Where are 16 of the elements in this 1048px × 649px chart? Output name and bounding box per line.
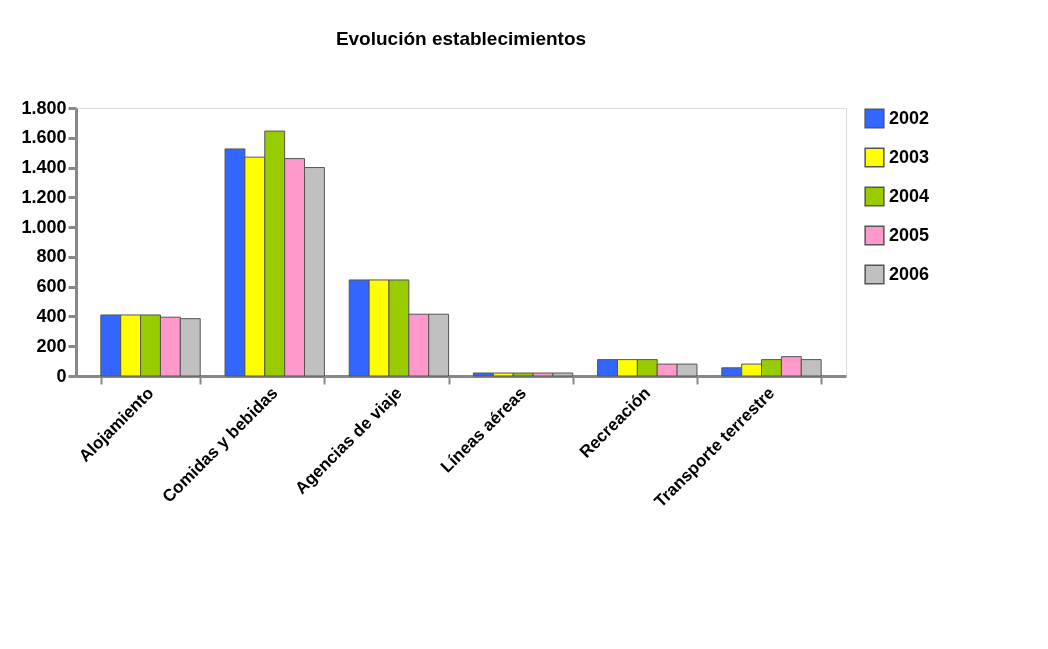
y-tick-label: 1.200 — [21, 186, 67, 207]
y-tick-label: 600 — [36, 276, 67, 297]
y-tick-label: 200 — [36, 335, 67, 356]
chart-title: Evolución establecimientos — [335, 28, 587, 49]
legend-label: 2005 — [889, 224, 930, 245]
y-tick-label: 0 — [56, 365, 67, 386]
legend-label: 2002 — [889, 107, 930, 128]
legend-label: 2004 — [889, 185, 930, 206]
legend-label: 2006 — [889, 263, 930, 284]
y-tick-label: 1.400 — [21, 157, 67, 178]
legend-label: 2003 — [889, 146, 930, 167]
y-tick-label: 400 — [36, 305, 67, 326]
y-tick-label: 1.800 — [21, 97, 67, 118]
y-tick-label: 1.000 — [21, 216, 67, 237]
y-tick-label: 1.600 — [21, 127, 67, 148]
y-tick-label: 800 — [36, 246, 67, 267]
